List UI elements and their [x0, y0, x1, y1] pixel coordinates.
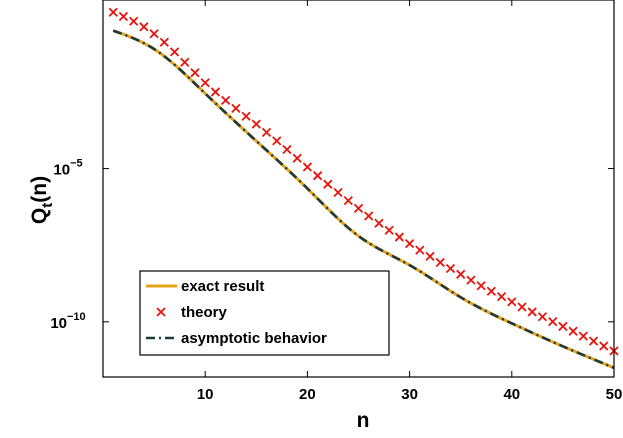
y-tick-label: 10−5 [53, 158, 82, 179]
theory-marker [599, 341, 609, 351]
plot-frame [102, 0, 615, 378]
x-axis-label: n [357, 409, 370, 432]
theory-marker [456, 269, 466, 279]
theory-marker [394, 232, 405, 242]
theory-marker [210, 87, 221, 97]
x-tick-label: 50 [606, 386, 623, 403]
theory-marker [180, 57, 190, 67]
theory-marker [190, 68, 200, 78]
theory-marker [548, 316, 558, 327]
theory-marker [435, 257, 445, 268]
legend-box [139, 270, 390, 356]
theory-marker [425, 251, 435, 261]
theory-marker [404, 239, 415, 249]
y-axis-label-tail: (n) [28, 176, 51, 203]
theory-marker [517, 302, 527, 312]
y-tick-exponent: −5 [70, 158, 83, 170]
legend-label: asymptotic behavior [181, 330, 327, 347]
theory-marker [507, 297, 517, 307]
x-tick-label: 30 [401, 386, 418, 403]
plot-lines [112, 29, 615, 370]
theory-marker [466, 275, 476, 285]
asymptotic-behavior-line [112, 29, 615, 370]
theory-marker [486, 286, 496, 296]
theory-marker [159, 37, 169, 47]
x-tick-label: 10 [197, 386, 214, 403]
y-tick-label: 10−10 [50, 311, 85, 332]
theory-marker [139, 22, 149, 32]
theory-marker [364, 211, 374, 221]
theory-marker [312, 171, 323, 181]
y-axis-label-main: Q [28, 208, 51, 224]
y-axis-label: Qt(n) [28, 176, 56, 224]
axes [102, 0, 615, 378]
theory-marker [384, 225, 394, 235]
theory-marker [374, 218, 384, 228]
theory-marker [353, 203, 364, 214]
legend-marker-theory [156, 307, 166, 317]
theory-marker [588, 336, 599, 346]
theory-marker [333, 187, 343, 198]
y-tick-base: 10 [53, 162, 70, 179]
theory-marker [118, 11, 129, 22]
theory-marker [129, 16, 139, 26]
y-axis-label-subscript: t [39, 203, 56, 208]
theory-marker [578, 331, 588, 341]
theory-marker [200, 78, 210, 88]
theory-marker [251, 119, 261, 129]
theory-marker [261, 127, 272, 138]
theory-marker [496, 292, 507, 302]
theory-marker [149, 29, 159, 39]
y-tick-exponent: −10 [67, 311, 86, 323]
theory-marker [272, 136, 282, 146]
theory-marker [568, 326, 578, 336]
theory-marker [302, 162, 313, 172]
x-tick-label: 20 [299, 386, 316, 403]
theory-marker [415, 245, 425, 255]
theory-marker [527, 307, 537, 317]
legend: exact result theory asymptotic behavior [139, 270, 390, 356]
legend-label: exact result [181, 278, 264, 295]
y-tick-base: 10 [50, 315, 67, 332]
theory-marker [282, 144, 292, 155]
x-tick-label: 40 [503, 386, 520, 403]
theory-marker [241, 111, 251, 121]
legend-label: theory [181, 304, 228, 321]
theory-marker [537, 312, 548, 322]
theory-marker [169, 47, 180, 57]
theory-marker [343, 195, 353, 206]
theory-marker [558, 321, 568, 332]
theory-marker [231, 103, 241, 114]
theory-marker [323, 179, 333, 189]
theory-marker [445, 263, 456, 274]
theory-marker [292, 153, 302, 163]
theory-marker [476, 281, 486, 291]
theory-marker [108, 7, 118, 17]
theory-marker [221, 95, 231, 106]
plot-markers [108, 7, 619, 356]
